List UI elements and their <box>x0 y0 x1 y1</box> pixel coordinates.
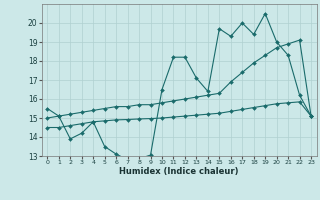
X-axis label: Humidex (Indice chaleur): Humidex (Indice chaleur) <box>119 167 239 176</box>
